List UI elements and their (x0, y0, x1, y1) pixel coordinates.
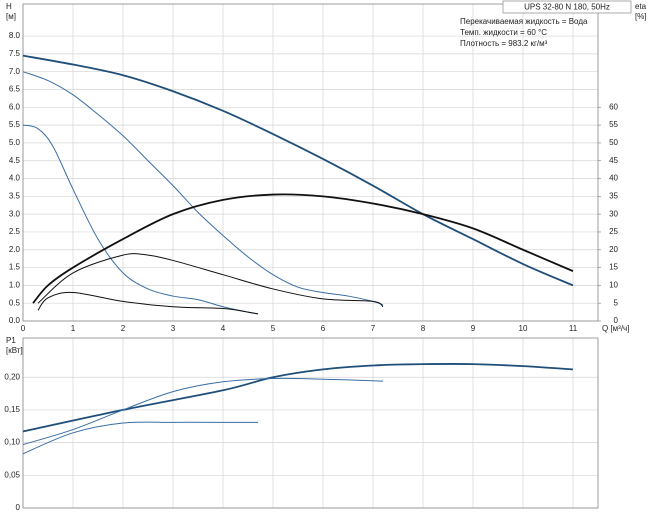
y2-tick-label: 5 (614, 298, 619, 307)
y-tick-label: 1.5 (9, 263, 21, 272)
y-tick-label: 8.0 (9, 31, 21, 40)
y-tick-label: 0.5 (9, 298, 21, 307)
y2-tick-label: 60 (609, 102, 618, 111)
y-tick-label: 4.5 (9, 156, 21, 165)
x-tick-label: 9 (471, 324, 476, 333)
curve (22, 54, 574, 287)
y2-tick-label: 45 (609, 156, 618, 165)
annotation: Плотность = 983.2 кг/м³ (460, 39, 548, 48)
annotation: Перекачиваемая жидкость = Вода (460, 17, 588, 26)
x-tick-label: 5 (271, 324, 276, 333)
y-tick-label: 1.0 (9, 280, 21, 289)
y2-axis-label: eta (635, 2, 647, 11)
y-axis-label: [кВт] (6, 346, 23, 355)
x-tick-label: 4 (221, 324, 226, 333)
y-tick-label: 7.0 (9, 67, 21, 76)
plot-frame (22, 337, 599, 509)
y-tick-label: 5.5 (9, 120, 21, 129)
x-tick-label: 11 (569, 324, 578, 333)
y-tick-label: 0,05 (4, 470, 20, 479)
y-tick-label: 6.0 (9, 102, 21, 111)
curve (22, 363, 574, 433)
y-tick-label: 0 (16, 503, 21, 512)
curve (37, 253, 384, 308)
y-tick-label: 0,15 (4, 405, 20, 414)
x-axis-label: Q [м³/ч] (602, 324, 629, 333)
curve (22, 71, 384, 306)
plot-frame (22, 3, 599, 322)
y2-axis-label: [%] (635, 12, 647, 21)
y2-tick-label: 20 (609, 245, 618, 254)
curve (32, 193, 574, 304)
y-tick-label: 4.0 (9, 174, 21, 183)
y2-tick-label: 0 (614, 316, 619, 325)
curve (37, 291, 259, 315)
curve (22, 421, 258, 455)
y2-tick-label: 30 (609, 209, 618, 218)
x-tick-label: 2 (121, 324, 126, 333)
y-axis-label: H (6, 2, 12, 11)
curve (22, 124, 259, 315)
y-tick-label: 2.0 (9, 245, 21, 254)
y2-tick-label: 55 (609, 120, 618, 129)
y2-tick-label: 35 (609, 191, 618, 200)
curve (22, 377, 384, 446)
x-tick-label: 0 (21, 324, 26, 333)
x-tick-label: 8 (421, 324, 426, 333)
chart-title: UPS 32-80 N 180, 50Hz (524, 3, 610, 12)
y-tick-label: 0,10 (4, 438, 20, 447)
title-box (502, 0, 632, 14)
annotation: Темп. жидкости = 60 °C (460, 28, 547, 37)
y-tick-label: 3.5 (9, 191, 21, 200)
y-tick-label: 0,20 (4, 372, 20, 381)
y2-tick-label: 15 (609, 263, 618, 272)
y2-tick-label: 50 (609, 138, 618, 147)
x-tick-label: 1 (71, 324, 76, 333)
x-tick-label: 6 (321, 324, 326, 333)
y-tick-label: 7.5 (9, 49, 21, 58)
y-tick-label: 5.0 (9, 138, 21, 147)
y-tick-label: 6.5 (9, 85, 21, 94)
y2-tick-label: 40 (609, 174, 618, 183)
y-tick-label: 0.0 (9, 316, 21, 325)
y-axis-label: P1 (6, 336, 16, 345)
y-axis-label: [м] (6, 12, 16, 21)
x-tick-label: 7 (371, 324, 376, 333)
x-tick-label: 3 (171, 324, 176, 333)
x-tick-label: 10 (519, 324, 528, 333)
y2-tick-label: 10 (609, 280, 618, 289)
y2-tick-label: 25 (609, 227, 618, 236)
y-tick-label: 2.5 (9, 227, 21, 236)
y-tick-label: 3.0 (9, 209, 21, 218)
